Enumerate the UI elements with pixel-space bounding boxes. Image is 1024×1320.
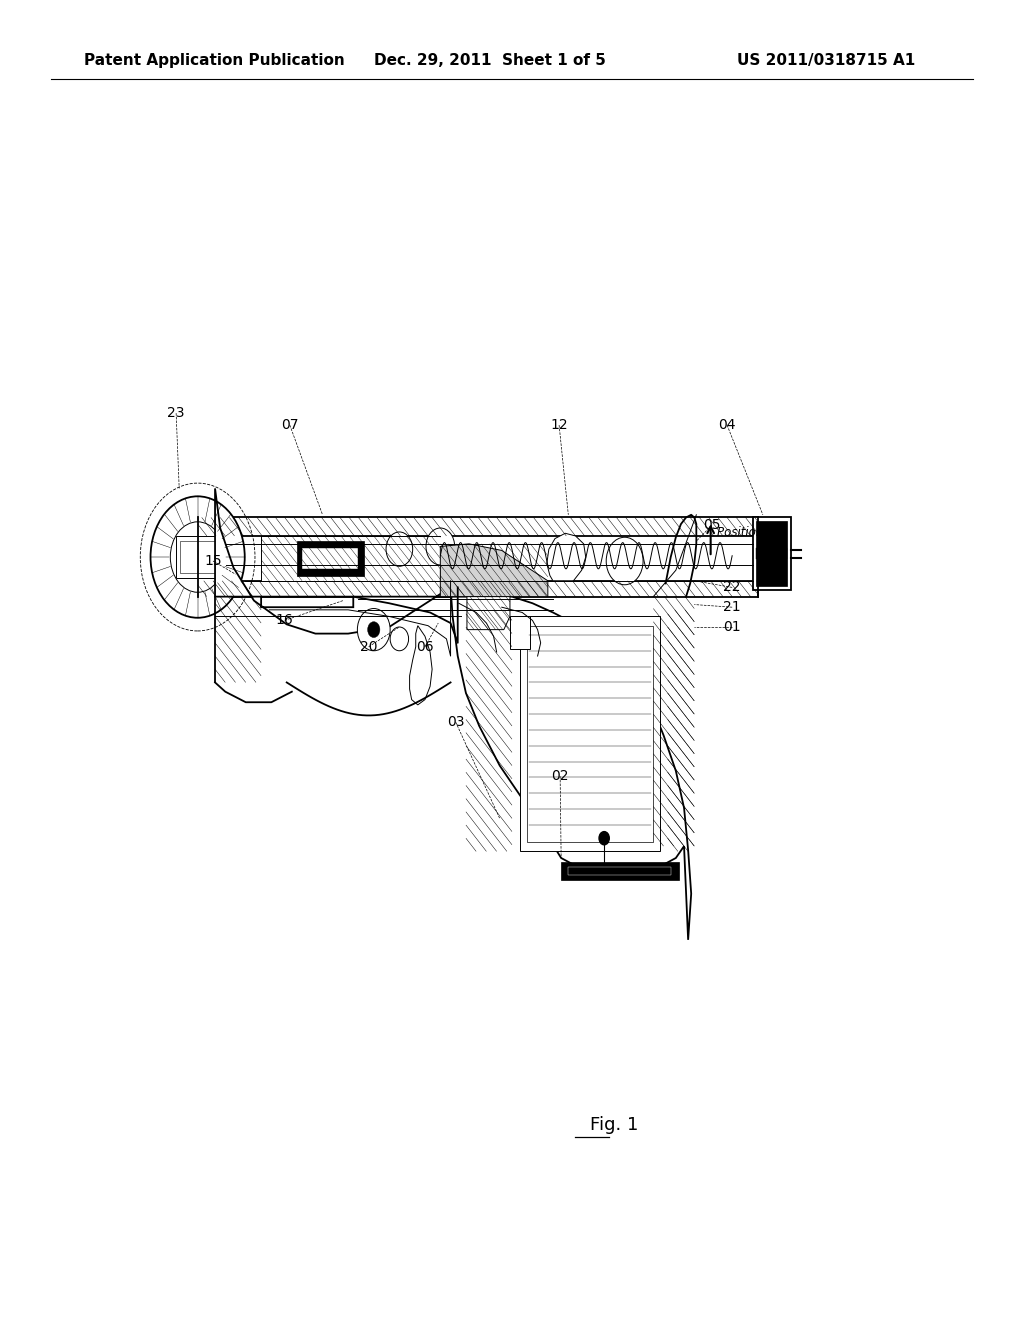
Text: Fig. 1: Fig. 1 bbox=[590, 1115, 639, 1134]
Text: Position I: Position I bbox=[717, 527, 770, 539]
Bar bbox=[756, 521, 787, 586]
Polygon shape bbox=[198, 517, 758, 536]
Bar bbox=[520, 616, 660, 851]
Bar bbox=[753, 517, 791, 590]
Text: 15: 15 bbox=[204, 554, 222, 568]
Bar bbox=[527, 626, 653, 842]
Polygon shape bbox=[410, 626, 432, 705]
Circle shape bbox=[368, 622, 380, 638]
Circle shape bbox=[386, 532, 413, 566]
Text: 06: 06 bbox=[416, 640, 434, 653]
Text: 12: 12 bbox=[550, 418, 568, 432]
Text: 07: 07 bbox=[281, 418, 299, 432]
Text: Patent Application Publication: Patent Application Publication bbox=[84, 53, 345, 67]
Polygon shape bbox=[467, 597, 510, 630]
Bar bbox=[302, 548, 358, 569]
Polygon shape bbox=[547, 533, 586, 581]
Bar bbox=[176, 536, 219, 578]
Bar bbox=[756, 549, 787, 560]
Circle shape bbox=[151, 496, 245, 618]
Circle shape bbox=[426, 528, 455, 565]
Circle shape bbox=[390, 627, 409, 651]
Text: 22: 22 bbox=[723, 581, 741, 594]
Polygon shape bbox=[198, 581, 758, 597]
Text: Dec. 29, 2011  Sheet 1 of 5: Dec. 29, 2011 Sheet 1 of 5 bbox=[374, 53, 605, 67]
Circle shape bbox=[170, 521, 225, 593]
Circle shape bbox=[357, 609, 390, 651]
Bar bbox=[261, 536, 440, 581]
Text: 05: 05 bbox=[702, 519, 721, 532]
Bar bbox=[561, 862, 679, 880]
Bar bbox=[568, 867, 671, 875]
Bar bbox=[180, 541, 215, 573]
Text: 16: 16 bbox=[275, 614, 294, 627]
Polygon shape bbox=[215, 488, 691, 940]
Text: 03: 03 bbox=[446, 715, 465, 729]
Polygon shape bbox=[440, 544, 548, 597]
Bar bbox=[510, 616, 530, 649]
Text: 02: 02 bbox=[551, 770, 569, 783]
Text: 21: 21 bbox=[723, 601, 741, 614]
Circle shape bbox=[606, 537, 643, 585]
Text: 01: 01 bbox=[723, 620, 741, 634]
Text: US 2011/0318715 A1: US 2011/0318715 A1 bbox=[737, 53, 915, 67]
Text: 04: 04 bbox=[718, 418, 736, 432]
Bar bbox=[297, 541, 364, 576]
Circle shape bbox=[599, 832, 609, 845]
Text: 20: 20 bbox=[359, 640, 378, 653]
Text: 23: 23 bbox=[167, 407, 185, 420]
